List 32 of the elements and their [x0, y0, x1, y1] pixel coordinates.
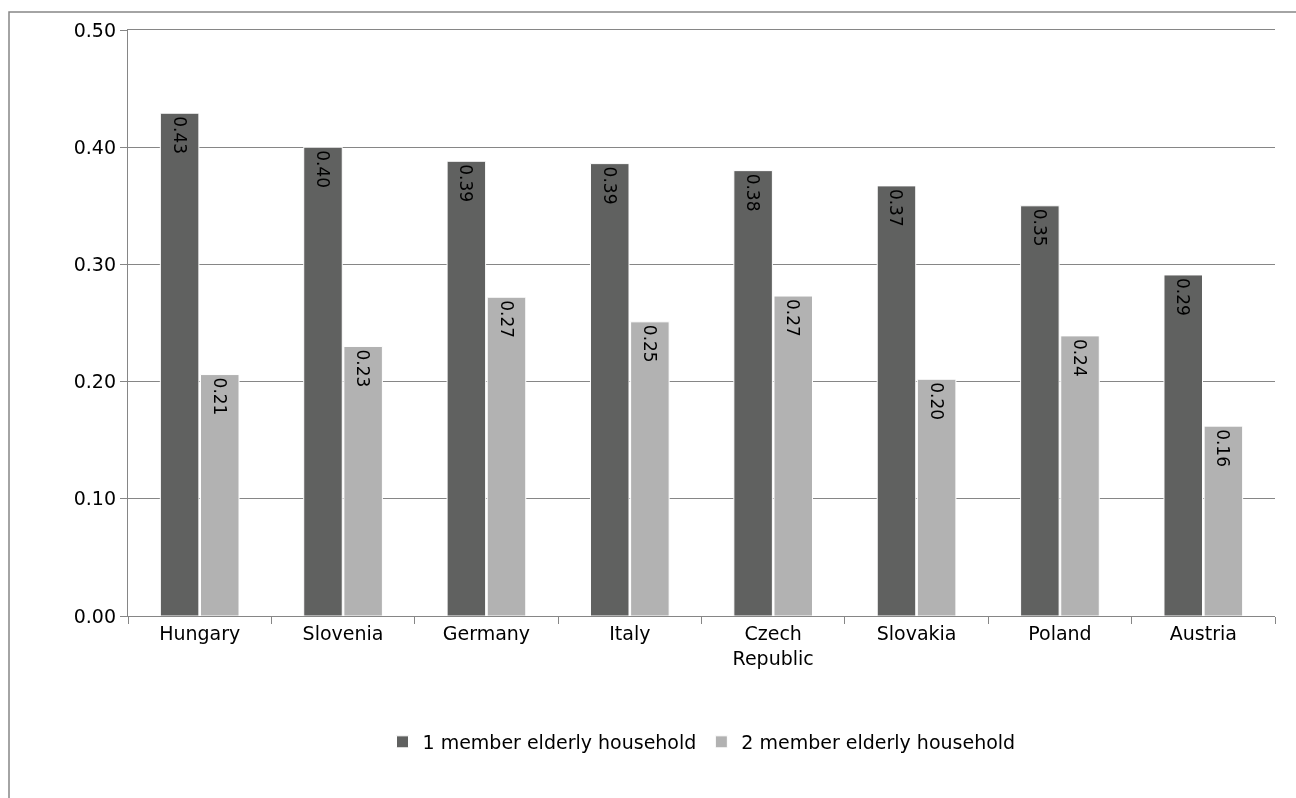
y-tick-label: 0.00	[73, 604, 117, 627]
y-tick-label: 0.30	[73, 253, 117, 276]
x-tick-label: Austria	[1169, 621, 1237, 644]
data-label: 0.24	[1070, 338, 1091, 377]
x-tick-label: Czech Republic	[732, 621, 814, 669]
data-label: 0.23	[353, 349, 374, 388]
legend-label: 1 member elderly household	[422, 731, 697, 754]
data-label: 0.25	[639, 324, 660, 363]
data-label: 0.39	[599, 166, 620, 205]
y-tick-label: 0.50	[73, 18, 117, 41]
x-tick-label: Slovakia	[876, 621, 957, 644]
x-tick-label: Germany	[442, 621, 531, 644]
data-label: 0.39	[456, 164, 477, 203]
x-tick-label: Italy	[609, 621, 651, 644]
legend-label: 2 member elderly household	[741, 731, 1016, 754]
data-label: 0.27	[496, 300, 517, 339]
data-label: 0.20	[926, 382, 947, 421]
data-label: 0.16	[1213, 429, 1234, 467]
data-label: 0.27	[783, 299, 804, 337]
y-tick-label: 0.20	[73, 370, 117, 393]
data-label: 0.21	[209, 377, 230, 416]
data-label: 0.38	[743, 173, 764, 212]
x-tick-label: Poland	[1028, 621, 1092, 644]
data-label: 0.37	[886, 188, 907, 227]
x-tick-label: Slovenia	[302, 621, 384, 644]
y-tick-label: 0.10	[73, 487, 117, 510]
y-tick-label: 0.40	[73, 135, 117, 158]
data-label: 0.29	[1173, 277, 1194, 316]
data-label: 0.43	[169, 116, 190, 155]
data-label: 0.40	[312, 150, 333, 189]
x-tick-label: Hungary	[159, 621, 241, 644]
data-label: 0.35	[1029, 208, 1050, 247]
